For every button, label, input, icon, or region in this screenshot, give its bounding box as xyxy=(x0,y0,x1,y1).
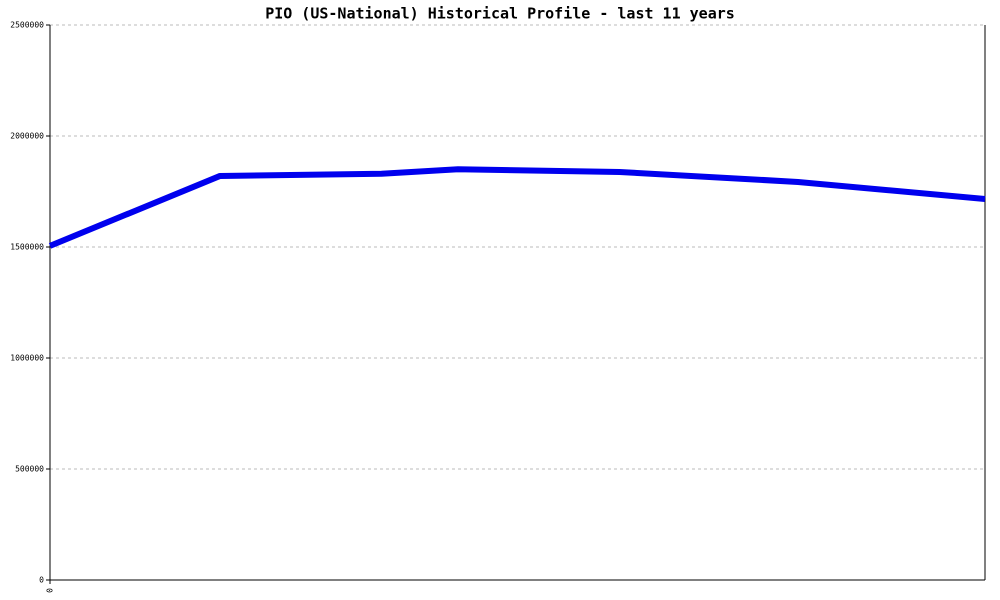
chart-title: PIO (US-National) Historical Profile - l… xyxy=(265,5,735,23)
plot xyxy=(48,166,986,249)
y-tick-label: 2500000 xyxy=(10,21,44,30)
x-tick-label: 0 xyxy=(46,588,55,593)
y-tick-label: 2000000 xyxy=(10,132,44,141)
y-tick-label: 1000000 xyxy=(10,354,44,363)
series-line xyxy=(48,166,986,249)
y-tick-label: 1500000 xyxy=(10,243,44,252)
y-tick-label: 0 xyxy=(39,576,44,585)
grid xyxy=(46,24,985,584)
y-tick-label: 500000 xyxy=(15,465,44,474)
